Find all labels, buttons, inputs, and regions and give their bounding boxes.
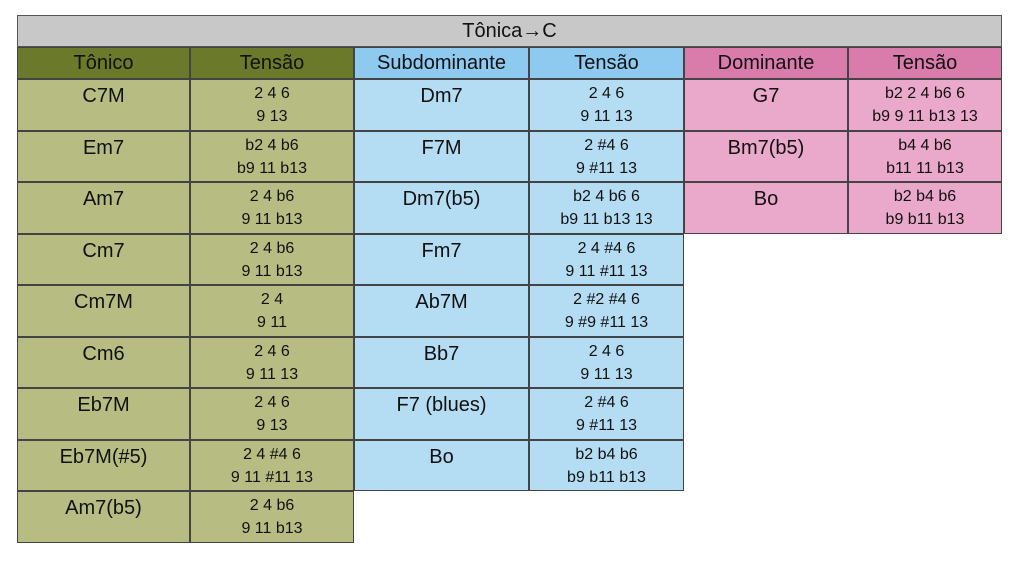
tension-line-2: 9 11 b13 bbox=[241, 211, 303, 228]
subdominant-chord: F7M bbox=[354, 130, 529, 182]
tension-line-2: 9 #11 13 bbox=[575, 417, 638, 434]
tension-line-2: 9 #9 #11 13 bbox=[564, 314, 649, 331]
subdominant-tension: 2 #4 6 9 #11 13 bbox=[529, 388, 684, 440]
tonic-chord: Cm6 bbox=[17, 336, 190, 388]
tonic-tension: 2 4 6 9 13 bbox=[190, 79, 354, 131]
subdominant-tension: 2 4 #4 6 9 11 #11 13 bbox=[529, 233, 684, 285]
tonic-chord: Em7 bbox=[17, 130, 190, 182]
tension-line-1: 2 4 6 bbox=[254, 342, 290, 360]
tonic-chord: Eb7M(#5) bbox=[17, 439, 190, 491]
tension-line-2: 9 11 b13 bbox=[241, 262, 303, 280]
subdominant-tension: 2 4 6 9 11 13 bbox=[529, 336, 684, 388]
subdominant-chord: Dm7 bbox=[354, 79, 529, 131]
tension-line-2: 9 11 13 bbox=[580, 108, 633, 125]
tonic-tension: 2 4 #4 6 9 11 #11 13 bbox=[190, 439, 354, 491]
dominant-chord: G7 bbox=[684, 79, 848, 131]
tonic-tension: 2 4 b6 9 11 b13 bbox=[190, 233, 354, 285]
tension-line-1: 2 4 b6 bbox=[249, 188, 295, 205]
header-tension-subdominant: Tensão bbox=[529, 47, 684, 79]
tension-line-2: b11 11 b13 bbox=[886, 159, 964, 177]
tension-line-1: 2 4 6 bbox=[588, 85, 625, 102]
tension-line-1: 2 4 b6 bbox=[249, 497, 295, 514]
tonic-chord: Eb7M bbox=[17, 388, 190, 440]
tension-line-2: b9 11 b13 13 bbox=[560, 211, 653, 228]
tension-line-2: b9 11 b13 bbox=[237, 159, 307, 177]
subdominant-tension: b2 4 b6 6 b9 11 b13 13 bbox=[529, 182, 684, 234]
tension-line-2: 9 11 13 bbox=[580, 365, 633, 383]
dominant-chord: Bo bbox=[684, 182, 848, 234]
header-tonic: Tônico bbox=[17, 47, 190, 79]
tonic-tension: 2 4 b6 9 11 b13 bbox=[190, 182, 354, 234]
subdominant-chord: Dm7(b5) bbox=[354, 182, 529, 234]
tension-line-1: 2 4 bbox=[260, 291, 284, 308]
tonic-tension: 2 4 6 9 13 bbox=[190, 388, 354, 440]
tension-line-1: 2 4 b6 bbox=[249, 239, 295, 257]
dominant-chord: Bm7(b5) bbox=[684, 130, 848, 182]
tension-line-2: 9 11 b13 bbox=[241, 520, 303, 537]
header-subdominant: Subdominante bbox=[354, 47, 529, 79]
tension-line-1: 2 4 6 bbox=[254, 394, 290, 411]
dominant-tension: b2 2 4 b6 6 b9 9 11 b13 13 bbox=[848, 79, 1002, 131]
tension-line-1: b2 4 b6 6 bbox=[573, 188, 640, 205]
tension-line-1: 2 #4 6 bbox=[584, 136, 629, 154]
subdominant-chord: Bb7 bbox=[354, 336, 529, 388]
tonic-chord: C7M bbox=[17, 79, 190, 131]
tension-line-2: b9 b11 b13 bbox=[567, 468, 646, 486]
tonic-tension: b2 4 b6 b9 11 b13 bbox=[190, 130, 354, 182]
table-title: Tônica→C bbox=[17, 15, 1002, 47]
subdominant-tension: 2 4 6 9 11 13 bbox=[529, 79, 684, 131]
subdominant-tension: 2 #2 #4 6 9 #9 #11 13 bbox=[529, 285, 684, 337]
subdominant-chord: Ab7M bbox=[354, 285, 529, 337]
dominant-tension: b4 4 b6 b11 11 b13 bbox=[848, 130, 1002, 182]
tension-line-1: 2 #4 6 bbox=[584, 394, 629, 411]
tension-line-1: 2 #2 #4 6 bbox=[573, 291, 640, 308]
tension-line-2: 9 11 bbox=[257, 314, 287, 331]
subdominant-chord: F7 (blues) bbox=[354, 388, 529, 440]
tonic-tension: 2 4 b6 9 11 b13 bbox=[190, 491, 354, 543]
header-tension-dominant: Tensão bbox=[848, 47, 1002, 79]
tension-line-1: b2 b4 b6 bbox=[893, 188, 957, 205]
tension-line-1: 2 4 6 bbox=[588, 342, 625, 360]
tension-line-1: 2 4 6 bbox=[254, 85, 290, 102]
tonic-chord: Cm7 bbox=[17, 233, 190, 285]
tonic-tension: 2 4 9 11 bbox=[190, 285, 354, 337]
tension-line-2: 9 11 #11 13 bbox=[565, 262, 648, 280]
tension-line-1: 2 4 #4 6 bbox=[577, 239, 636, 257]
tonic-chord: Am7(b5) bbox=[17, 491, 190, 543]
subdominant-chord: Bo bbox=[354, 439, 529, 491]
tonic-tension: 2 4 6 9 11 13 bbox=[190, 336, 354, 388]
dominant-tension: b2 b4 b6 b9 b11 b13 bbox=[848, 182, 1002, 234]
tension-line-2: 9 13 bbox=[256, 108, 288, 125]
tension-line-2: 9 11 13 bbox=[245, 365, 299, 383]
subdominant-tension: 2 #4 6 9 #11 13 bbox=[529, 130, 684, 182]
tension-line-1: b2 4 b6 bbox=[245, 136, 299, 154]
tension-line-2: 9 13 bbox=[256, 417, 288, 434]
tonic-chord: Am7 bbox=[17, 182, 190, 234]
tension-line-1: b2 2 4 b6 6 bbox=[884, 85, 966, 102]
tension-line-1: b2 b4 b6 bbox=[575, 445, 638, 463]
header-tension-tonic: Tensão bbox=[190, 47, 354, 79]
tension-line-2: 9 #11 13 bbox=[575, 159, 638, 177]
subdominant-tension: b2 b4 b6 b9 b11 b13 bbox=[529, 439, 684, 491]
tonic-chord: Cm7M bbox=[17, 285, 190, 337]
tension-line-2: b9 b11 b13 bbox=[885, 211, 965, 228]
header-dominant: Dominante bbox=[684, 47, 848, 79]
subdominant-chord: Fm7 bbox=[354, 233, 529, 285]
tension-line-2: 9 11 #11 13 bbox=[230, 468, 314, 486]
tension-line-2: b9 9 11 b13 13 bbox=[872, 108, 978, 125]
tension-line-1: 2 4 #4 6 bbox=[243, 445, 301, 463]
tension-line-1: b4 4 b6 bbox=[898, 136, 952, 154]
